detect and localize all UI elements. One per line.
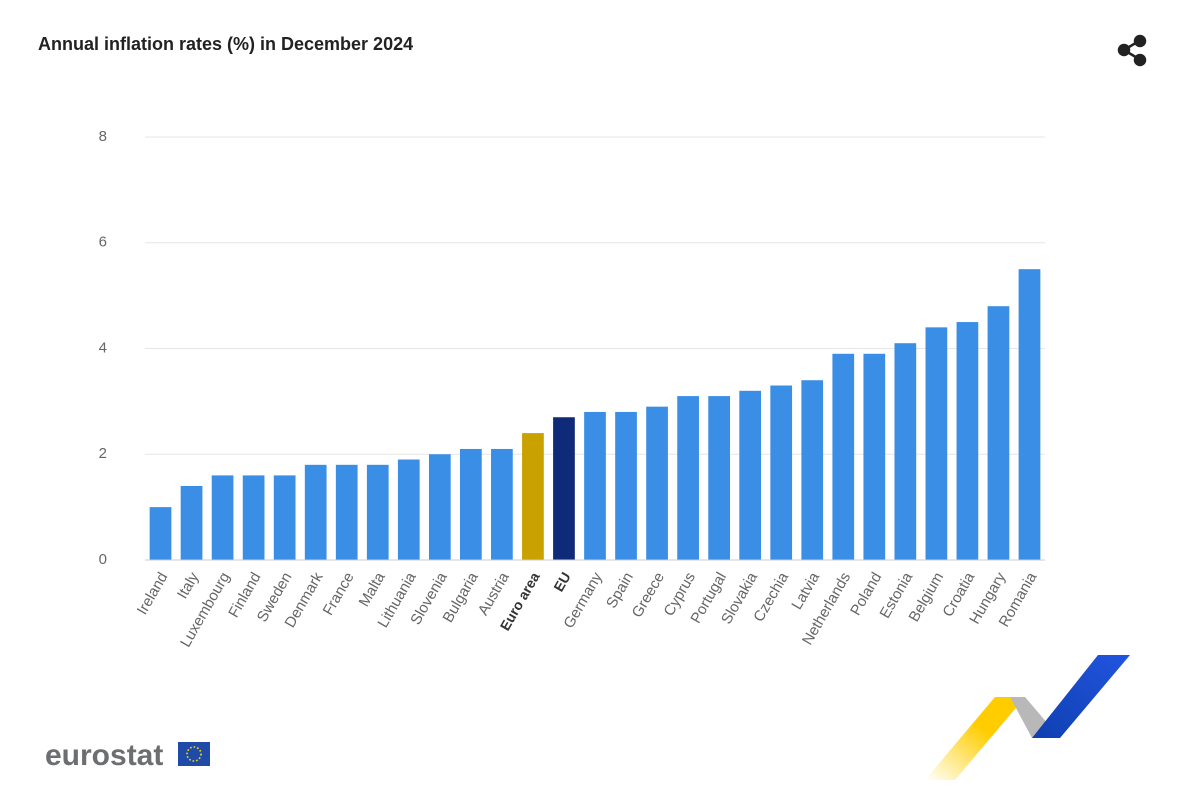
y-tick-label: 0 [99,551,107,568]
decoration [925,655,1130,780]
bar [242,475,265,560]
bar [925,327,948,560]
bar [677,396,699,560]
bar [646,406,668,560]
bar [304,464,327,560]
bar [366,464,389,560]
bar [832,353,855,560]
bar [770,385,793,560]
eu-flag [178,742,210,766]
bar [460,448,482,560]
bar [708,396,730,560]
share-icon[interactable] [1117,34,1147,67]
bar [863,353,886,560]
x-tick-label: Italy [174,569,203,602]
bar [956,322,979,560]
y-tick-label: 4 [99,339,107,356]
x-tick-label: France [320,569,358,618]
y-tick-label: 6 [99,234,107,251]
bar [894,343,917,560]
logo-text: eurostat [45,739,163,772]
x-tick-label: Ireland [134,569,172,617]
x-tick-label: Malta [356,569,389,610]
bar [801,380,824,560]
y-tick-label: 2 [99,445,107,462]
bar [1018,269,1041,560]
bar [491,448,513,560]
bar [553,417,575,560]
bar [211,475,234,560]
bar [180,485,203,560]
bar [584,411,606,560]
bar [615,411,637,560]
bar [739,390,762,560]
bar [273,475,296,560]
x-tick-label: EU [550,569,574,594]
bar [987,306,1010,560]
bar [428,454,451,560]
bar [335,464,358,560]
chart-title: Annual inflation rates (%) in December 2… [38,34,413,54]
y-tick-label: 8 [99,128,107,145]
bar [522,433,544,560]
bar [149,507,172,560]
bar [397,459,420,560]
